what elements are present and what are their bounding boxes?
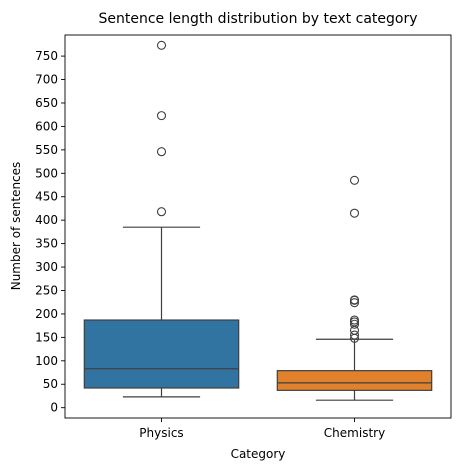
y-tick-label: 0 bbox=[50, 401, 58, 415]
y-tick-label: 200 bbox=[35, 307, 58, 321]
outlier-point bbox=[156, 147, 167, 157]
y-tick-label: 450 bbox=[35, 190, 58, 204]
y-tick-label: 500 bbox=[35, 166, 58, 180]
outlier-point bbox=[349, 295, 360, 305]
outlier-point bbox=[156, 40, 167, 50]
y-tick-label: 100 bbox=[35, 354, 58, 368]
y-tick-label: 250 bbox=[35, 283, 58, 297]
y-tick-label: 550 bbox=[35, 143, 58, 157]
outlier-point bbox=[156, 111, 167, 121]
box-chemistry bbox=[276, 175, 433, 401]
y-tick-label: 650 bbox=[35, 96, 58, 110]
outlier-point bbox=[349, 315, 360, 325]
y-tick-label: 700 bbox=[35, 73, 58, 87]
y-axis-label: Number of sentences bbox=[9, 162, 23, 291]
iqr-box bbox=[83, 319, 240, 389]
outlier-point bbox=[349, 175, 360, 185]
outlier-point bbox=[156, 207, 167, 217]
y-tick-label: 300 bbox=[35, 260, 58, 274]
x-tick-label: Physics bbox=[139, 426, 183, 440]
chart-title: Sentence length distribution by text cat… bbox=[99, 11, 418, 27]
y-tick-label: 50 bbox=[43, 377, 58, 391]
x-tick-label: Chemistry bbox=[324, 426, 385, 440]
outlier-point bbox=[349, 298, 360, 308]
y-tick-label: 600 bbox=[35, 119, 58, 133]
outlier-point bbox=[349, 319, 360, 329]
x-axis-label: Category bbox=[231, 447, 286, 461]
box-physics bbox=[83, 40, 240, 398]
y-tick-label: 150 bbox=[35, 330, 58, 344]
plot-area bbox=[83, 40, 433, 401]
outlier-point bbox=[349, 208, 360, 218]
plot-frame bbox=[64, 34, 452, 419]
iqr-box bbox=[276, 370, 433, 391]
outlier-point bbox=[349, 330, 360, 340]
y-tick-label: 350 bbox=[35, 237, 58, 251]
y-tick-label: 750 bbox=[35, 49, 58, 63]
y-tick-label: 400 bbox=[35, 213, 58, 227]
